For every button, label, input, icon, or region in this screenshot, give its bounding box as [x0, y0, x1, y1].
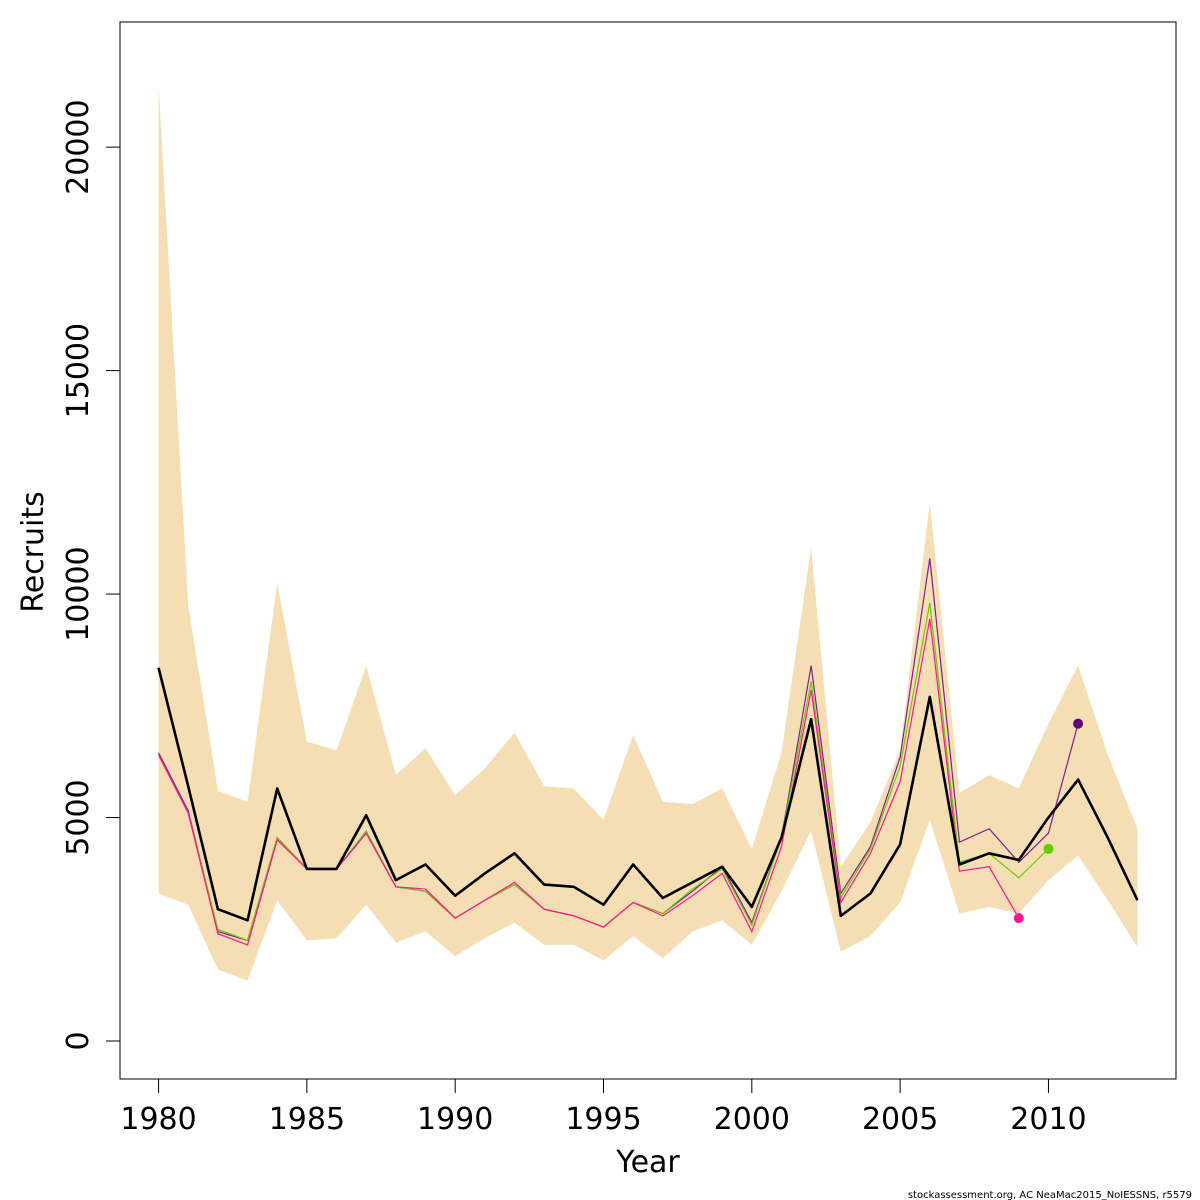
- y-tick-label: 15000: [61, 323, 96, 418]
- confidence-band: [158, 84, 1138, 981]
- y-tick-label: 0: [61, 1031, 96, 1050]
- retro-series-line-2: [158, 618, 1020, 946]
- x-axis-title: Year: [615, 1145, 680, 1180]
- x-tick-label: 1995: [565, 1102, 641, 1137]
- y-axis-title: Recruits: [16, 491, 51, 613]
- y-tick-label: 20000: [61, 99, 96, 194]
- x-tick-label: 1985: [269, 1102, 345, 1137]
- x-tick-label: 2000: [714, 1102, 790, 1137]
- footer-credit: stockassessment.org, AC NeaMac2015_NoIES…: [908, 1190, 1192, 1200]
- confidence-band-layer: [158, 84, 1138, 981]
- y-tick-label: 10000: [61, 546, 96, 641]
- retro-series-end-point-1: [1043, 843, 1054, 854]
- x-tick-label: 1980: [120, 1102, 196, 1137]
- retro-series-end-point-0: [1073, 718, 1084, 729]
- main-series-layer: [157, 667, 1139, 922]
- x-axis: 1980 1985 1990 1995 2000 2005 2010: [120, 1078, 1087, 1137]
- x-tick-label: 2005: [862, 1102, 938, 1137]
- retro-series-end-point-2: [1013, 913, 1024, 924]
- y-axis: 0 5000 10000 15000 20000: [61, 99, 121, 1051]
- x-tick-label: 2010: [1010, 1102, 1086, 1137]
- main-series-line: [157, 667, 1139, 922]
- y-tick-label: 5000: [61, 779, 96, 855]
- x-tick-label: 1990: [417, 1102, 493, 1137]
- end-points-layer: [1013, 718, 1084, 924]
